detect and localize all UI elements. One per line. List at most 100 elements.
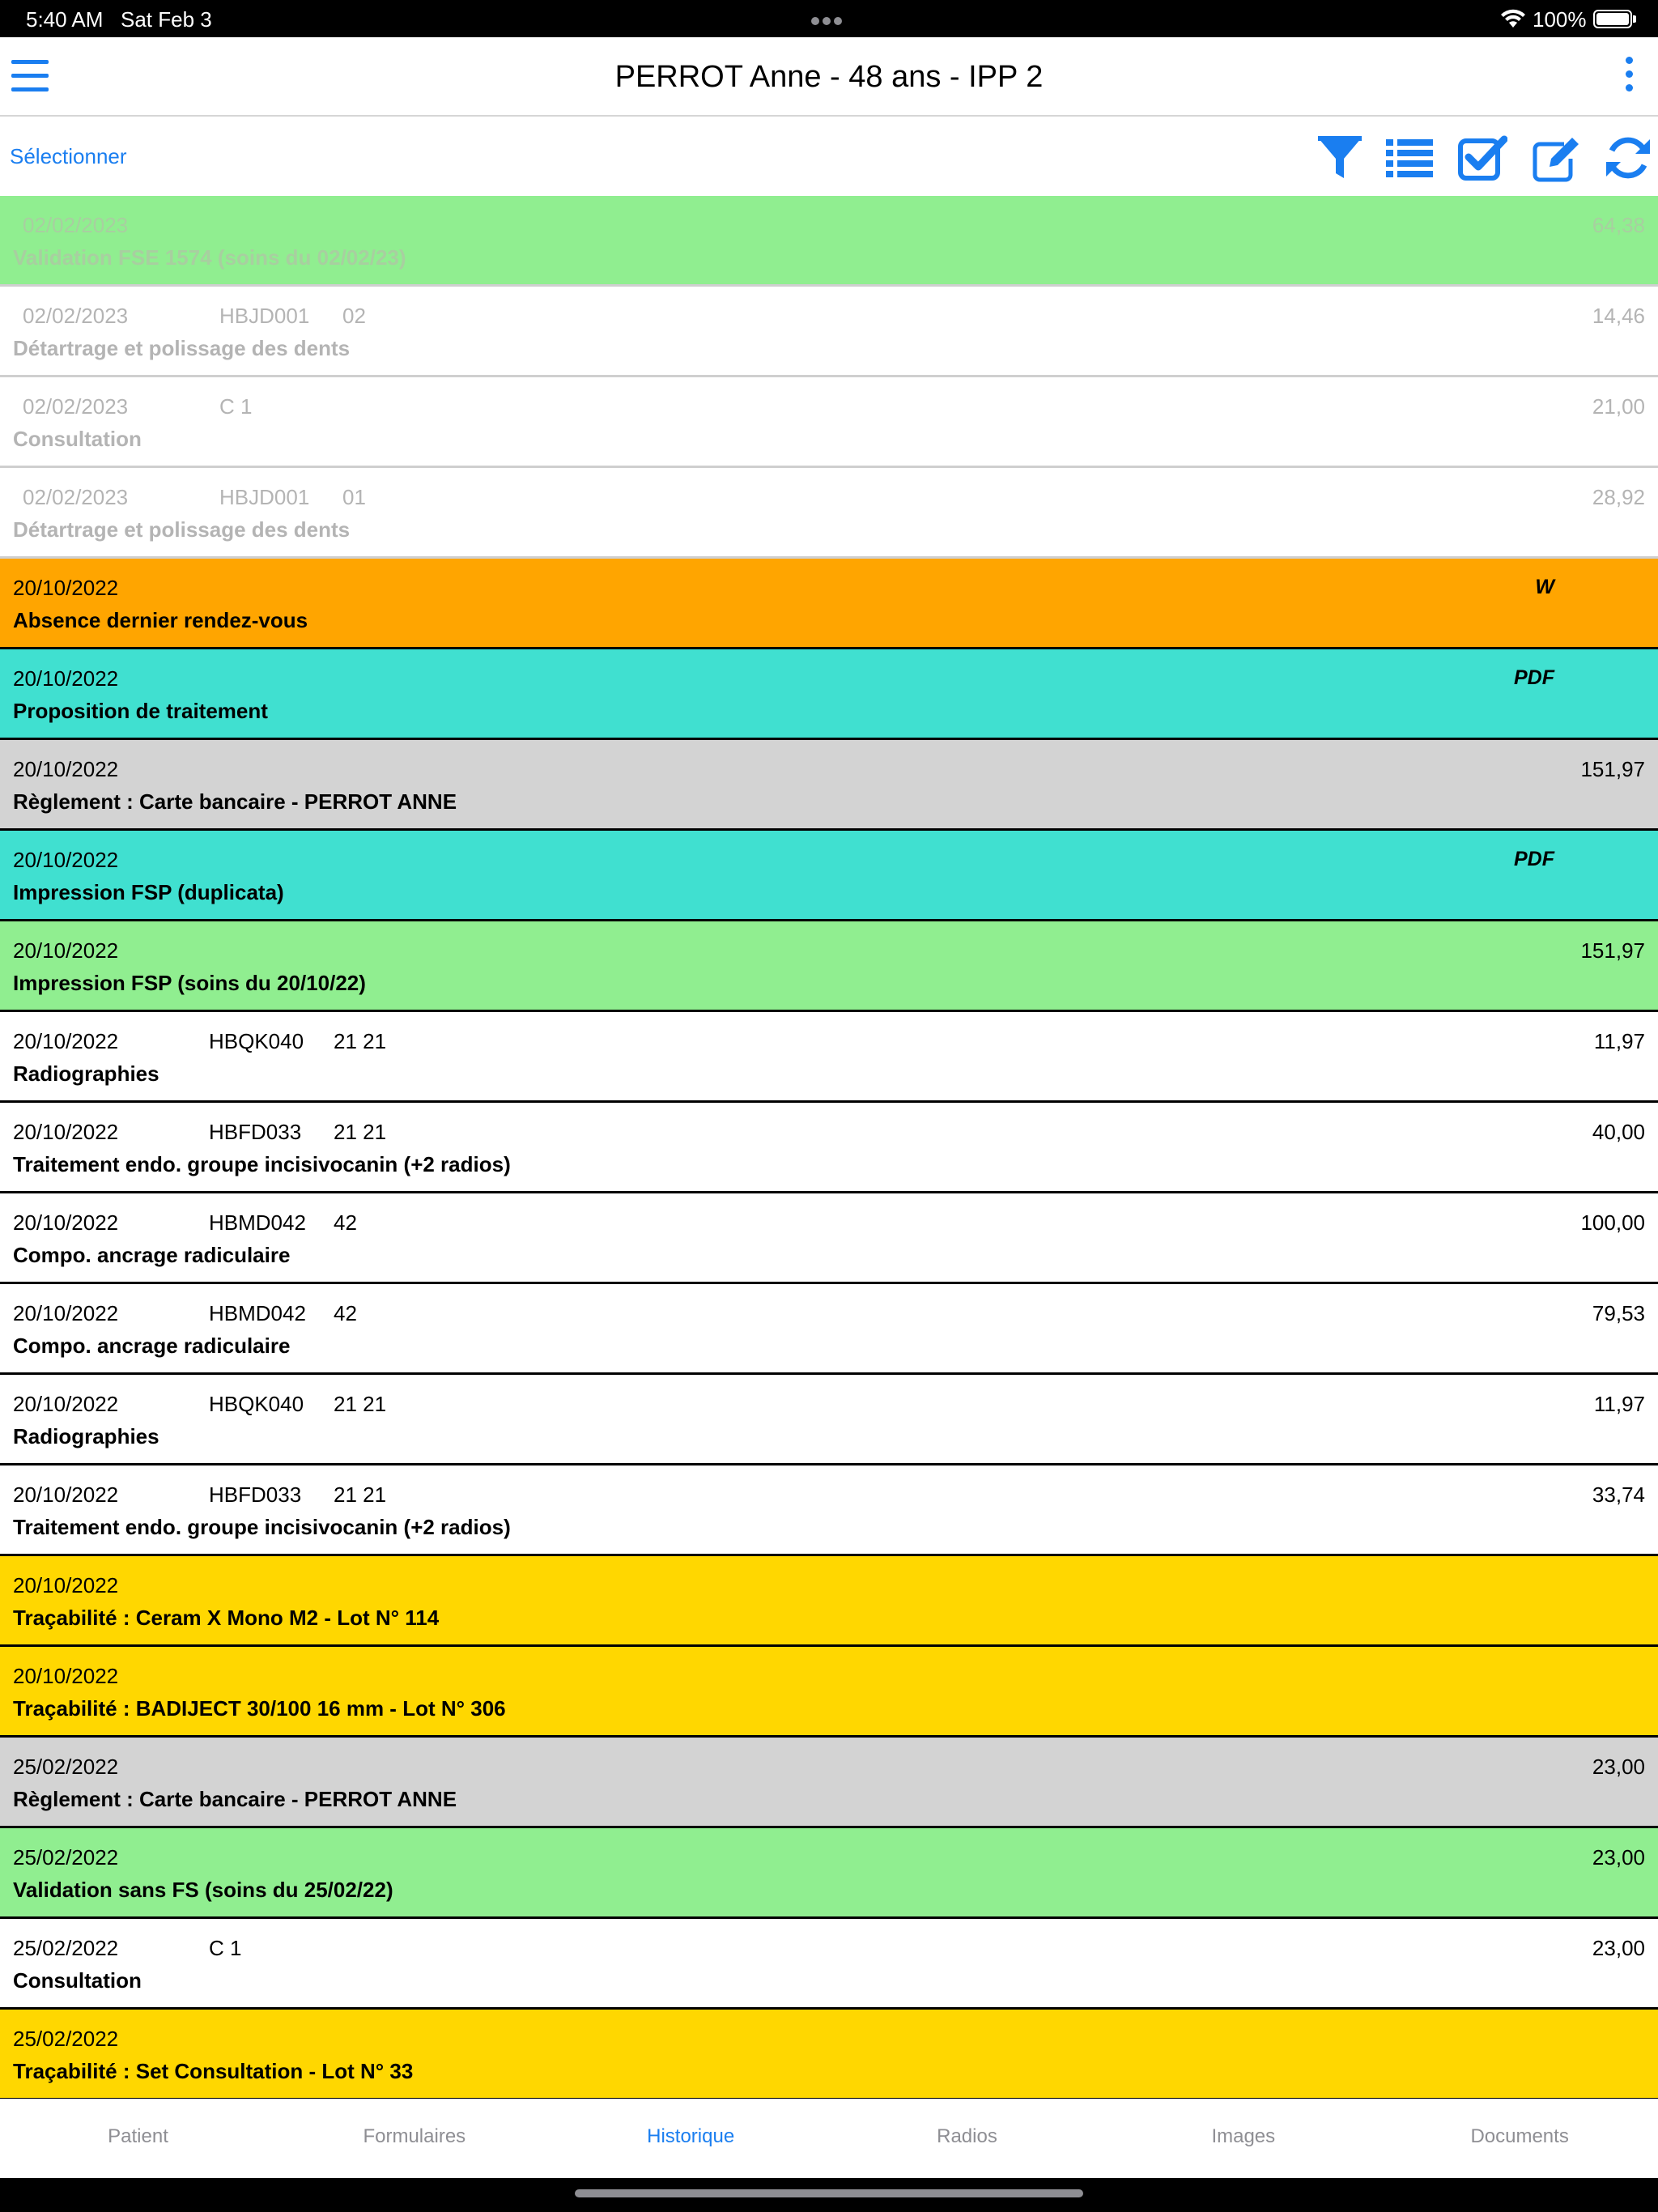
row-amount: 79,53 (1592, 1301, 1645, 1325)
history-row[interactable]: 25/02/2022 Traçabilité : Set Consultation… (0, 2010, 1658, 2099)
history-row[interactable]: 25/02/2022 Règlement : Carte bancaire - P… (0, 1738, 1658, 1828)
row-amount: 21,00 (1592, 394, 1645, 419)
list-icon[interactable] (1384, 133, 1435, 183)
row-teeth: 21 21 (334, 1482, 387, 1507)
row-amount: 151,97 (1580, 938, 1645, 963)
hamburger-menu-icon[interactable] (11, 60, 49, 92)
row-label: Impression FSP (soins du 20/10/22) (13, 971, 366, 995)
select-button[interactable]: Sélectionner (10, 144, 127, 168)
tab-formulaires[interactable]: Formulaires (363, 2125, 466, 2147)
history-row[interactable]: 20/10/2022 Règlement : Carte bancaire - P… (0, 740, 1658, 831)
multitask-dots-icon[interactable] (811, 15, 848, 25)
row-amount: 33,74 (1592, 1482, 1645, 1507)
row-act-code: HBQK040 (209, 1029, 304, 1053)
history-row[interactable]: 20/10/2022 Impression FSP (duplicata) PDF (0, 831, 1658, 921)
row-amount: 11,97 (1593, 1029, 1645, 1053)
row-date: 02/02/2023 (23, 304, 129, 328)
checkbox-icon[interactable] (1457, 133, 1508, 183)
row-amount: 14,46 (1592, 304, 1645, 328)
row-label: Absence dernier rendez-vous (13, 608, 308, 632)
row-act-code: HBFD033 (209, 1120, 302, 1144)
row-date: 02/02/2023 (23, 213, 129, 237)
history-row[interactable]: 20/10/2022 HBMD042 42 Compo. ancrage radicu… (0, 1284, 1658, 1375)
row-date: 20/10/2022 (13, 1301, 119, 1325)
row-teeth: 21 21 (334, 1392, 387, 1416)
row-date: 02/02/2023 (23, 394, 129, 419)
row-date: 20/10/2022 (13, 938, 119, 963)
row-label: Détartrage et polissage des dents (13, 336, 351, 360)
filter-icon[interactable] (1315, 133, 1365, 183)
row-date: 20/10/2022 (13, 1120, 119, 1144)
battery-icon (1593, 10, 1636, 28)
tab-documents[interactable]: Documents (1470, 2125, 1569, 2147)
history-row[interactable]: 20/10/2022 Proposition de traitement PDF (0, 649, 1658, 740)
row-date: 20/10/2022 (13, 1392, 119, 1416)
more-options-icon[interactable] (1622, 57, 1635, 99)
history-row[interactable]: 02/02/2023 Validation FSE 1574 (soins du … (0, 196, 1658, 287)
row-act-code: HBJD001 (219, 485, 310, 509)
row-label: Validation FSE 1574 (soins du 02/02/23) (13, 245, 406, 270)
row-label: Validation sans FS (soins du 25/02/22) (13, 1878, 393, 1902)
row-teeth: 42 (334, 1210, 357, 1235)
row-document-type: PDF (1514, 848, 1554, 870)
status-date: Sat Feb 3 (121, 7, 212, 32)
home-indicator[interactable] (575, 2189, 1083, 2197)
row-date: 20/10/2022 (13, 1210, 119, 1235)
history-row[interactable]: 20/10/2022 HBQK040 21 21 Radiographies 11,97 (0, 1012, 1658, 1103)
history-toolbar: Sélectionner (0, 117, 1658, 196)
row-label: Traçabilité : Set Consultation - Lot N° … (13, 2059, 414, 2083)
row-amount: 64,38 (1592, 213, 1645, 237)
tab-historique[interactable]: Historique (647, 2125, 735, 2147)
tab-bar: Patient Formulaires Historique Radios Images… (0, 2099, 1658, 2178)
tab-radios[interactable]: Radios (937, 2125, 997, 2147)
tab-images[interactable]: Images (1211, 2125, 1276, 2147)
row-teeth: 21 21 (334, 1120, 387, 1144)
tab-patient[interactable]: Patient (108, 2125, 168, 2147)
row-label: Compo. ancrage radiculaire (13, 1243, 291, 1267)
history-row[interactable]: 20/10/2022 HBFD033 21 21 Traitement endo. g… (0, 1103, 1658, 1193)
history-row[interactable]: 02/02/2023 HBJD001 02 Détartrage et polissa… (0, 287, 1658, 377)
history-row[interactable]: 20/10/2022 Absence dernier rendez-vous W (0, 559, 1658, 649)
home-area (0, 2178, 1658, 2212)
row-document-type: W (1535, 576, 1554, 598)
history-row[interactable]: 02/02/2023 HBJD001 01 Détartrage et polissa… (0, 468, 1658, 559)
status-bar: 5:40 AM Sat Feb 3 100% (0, 0, 1658, 37)
history-list[interactable]: 02/02/2023 Validation FSE 1574 (soins du … (0, 196, 1658, 2099)
row-label: Traçabilité : BADIJECT 30/100 16 mm - Lo… (13, 1696, 506, 1721)
history-row[interactable]: 25/02/2022 Validation sans FS (soins du 2… (0, 1828, 1658, 1919)
history-row[interactable]: 02/02/2023 C 1 Consultation 21,00 (0, 377, 1658, 468)
history-row[interactable]: 20/10/2022 Traçabilité : Ceram X Mono M2 … (0, 1556, 1658, 1647)
refresh-icon[interactable] (1603, 133, 1653, 183)
row-amount: 23,00 (1592, 1755, 1645, 1779)
row-date: 20/10/2022 (13, 666, 119, 691)
history-row[interactable]: 20/10/2022 Impression FSP (soins du 20/10… (0, 921, 1658, 1012)
row-amount: 28,92 (1592, 485, 1645, 509)
edit-icon[interactable] (1532, 133, 1582, 183)
row-label: Consultation (13, 427, 142, 451)
row-document-type: PDF (1514, 666, 1554, 689)
history-row[interactable]: 25/02/2022 C 1 Consultation 23,00 (0, 1919, 1658, 2010)
history-row[interactable]: 20/10/2022 Traçabilité : BADIJECT 30/100 … (0, 1647, 1658, 1738)
row-label: Traitement endo. groupe incisivocanin (+… (13, 1152, 511, 1176)
history-row[interactable]: 20/10/2022 HBQK040 21 21 Radiographies 11,97 (0, 1375, 1658, 1465)
row-teeth: 21 21 (334, 1029, 387, 1053)
row-date: 25/02/2022 (13, 2027, 119, 2051)
row-label: Règlement : Carte bancaire - PERROT ANNE (13, 1787, 457, 1811)
row-date: 25/02/2022 (13, 1845, 119, 1870)
row-teeth: 02 (342, 304, 366, 328)
row-label: Détartrage et polissage des dents (13, 517, 351, 542)
row-date: 20/10/2022 (13, 1029, 119, 1053)
row-teeth: 01 (342, 485, 366, 509)
row-amount: 151,97 (1580, 757, 1645, 781)
row-label: Radiographies (13, 1424, 159, 1448)
row-label: Consultation (13, 1968, 142, 1993)
row-act-code: HBFD033 (209, 1482, 302, 1507)
history-row[interactable]: 20/10/2022 HBFD033 21 21 Traitement endo. g… (0, 1465, 1658, 1556)
row-date: 25/02/2022 (13, 1936, 119, 1960)
row-amount: 11,97 (1593, 1392, 1645, 1416)
history-row[interactable]: 20/10/2022 HBMD042 42 Compo. ancrage radicu… (0, 1193, 1658, 1284)
row-date: 20/10/2022 (13, 848, 119, 872)
row-date: 20/10/2022 (13, 757, 119, 781)
row-date: 20/10/2022 (13, 576, 119, 600)
row-teeth: 42 (334, 1301, 357, 1325)
